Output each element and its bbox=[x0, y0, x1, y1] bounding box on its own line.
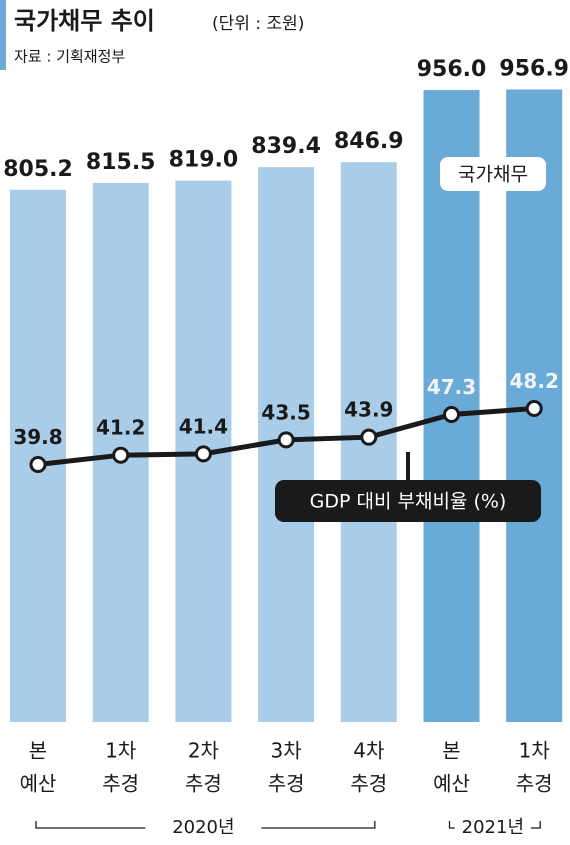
line-value-label: 47.3 bbox=[427, 375, 476, 399]
line-value-label: 48.2 bbox=[510, 369, 559, 393]
group-bracket bbox=[448, 821, 541, 829]
line-value-label: 41.2 bbox=[96, 416, 145, 440]
legend-box bbox=[440, 157, 546, 191]
legend-box bbox=[275, 480, 541, 522]
line-value-label: 43.9 bbox=[344, 398, 393, 422]
source: 자료 : 기획재정부 bbox=[14, 48, 125, 66]
bar bbox=[10, 189, 66, 722]
x-tick-label: 추경 bbox=[350, 772, 387, 796]
line-marker bbox=[277, 431, 295, 449]
bar-value-label: 956.0 bbox=[417, 57, 487, 82]
bar-value-label: 846.9 bbox=[334, 129, 404, 154]
x-tick-label: 1차 bbox=[519, 739, 550, 763]
x-tick-label: 추경 bbox=[185, 772, 222, 796]
legend-label: GDP 대비 부채비율 (%) bbox=[310, 491, 507, 513]
legend-label: 국가채무 bbox=[458, 164, 528, 186]
title-stripe bbox=[0, 0, 6, 70]
x-tick-label: 예산 bbox=[20, 772, 57, 796]
x-tick-label: 추경 bbox=[102, 772, 139, 796]
group-label: 2020년 bbox=[172, 817, 234, 838]
x-tick-label: 추경 bbox=[268, 772, 305, 796]
group-bracket bbox=[35, 821, 376, 829]
line-marker bbox=[443, 406, 460, 424]
bar-value-label: 839.4 bbox=[251, 134, 321, 159]
bar-value-label: 819.0 bbox=[169, 148, 239, 173]
x-tick-label: 1차 bbox=[105, 739, 136, 763]
line-marker bbox=[525, 400, 543, 418]
line-marker bbox=[29, 456, 47, 474]
x-tick-label: 예산 bbox=[433, 772, 470, 796]
x-tick-label: 2차 bbox=[188, 739, 219, 763]
unit-label: (단위 : 조원) bbox=[212, 14, 304, 34]
line-marker bbox=[112, 446, 130, 464]
chart-title: 국가채무 추이 bbox=[14, 7, 155, 35]
line-value-label: 39.8 bbox=[13, 425, 62, 449]
line-value-label: 43.5 bbox=[261, 400, 310, 424]
x-tick-label: 본 bbox=[29, 739, 47, 763]
x-tick-label: 3차 bbox=[271, 739, 302, 763]
bar-value-label: 815.5 bbox=[86, 150, 156, 175]
x-tick-label: 추경 bbox=[516, 772, 553, 796]
bar-value-label: 956.9 bbox=[499, 56, 569, 81]
line-marker bbox=[194, 445, 212, 463]
line-marker bbox=[360, 428, 378, 446]
bar-value-label: 805.2 bbox=[3, 157, 73, 182]
x-tick-label: 본 bbox=[442, 739, 460, 763]
x-tick-label: 4차 bbox=[353, 739, 384, 763]
group-label: 2021년 bbox=[462, 817, 524, 838]
line-value-label: 41.4 bbox=[179, 414, 228, 438]
